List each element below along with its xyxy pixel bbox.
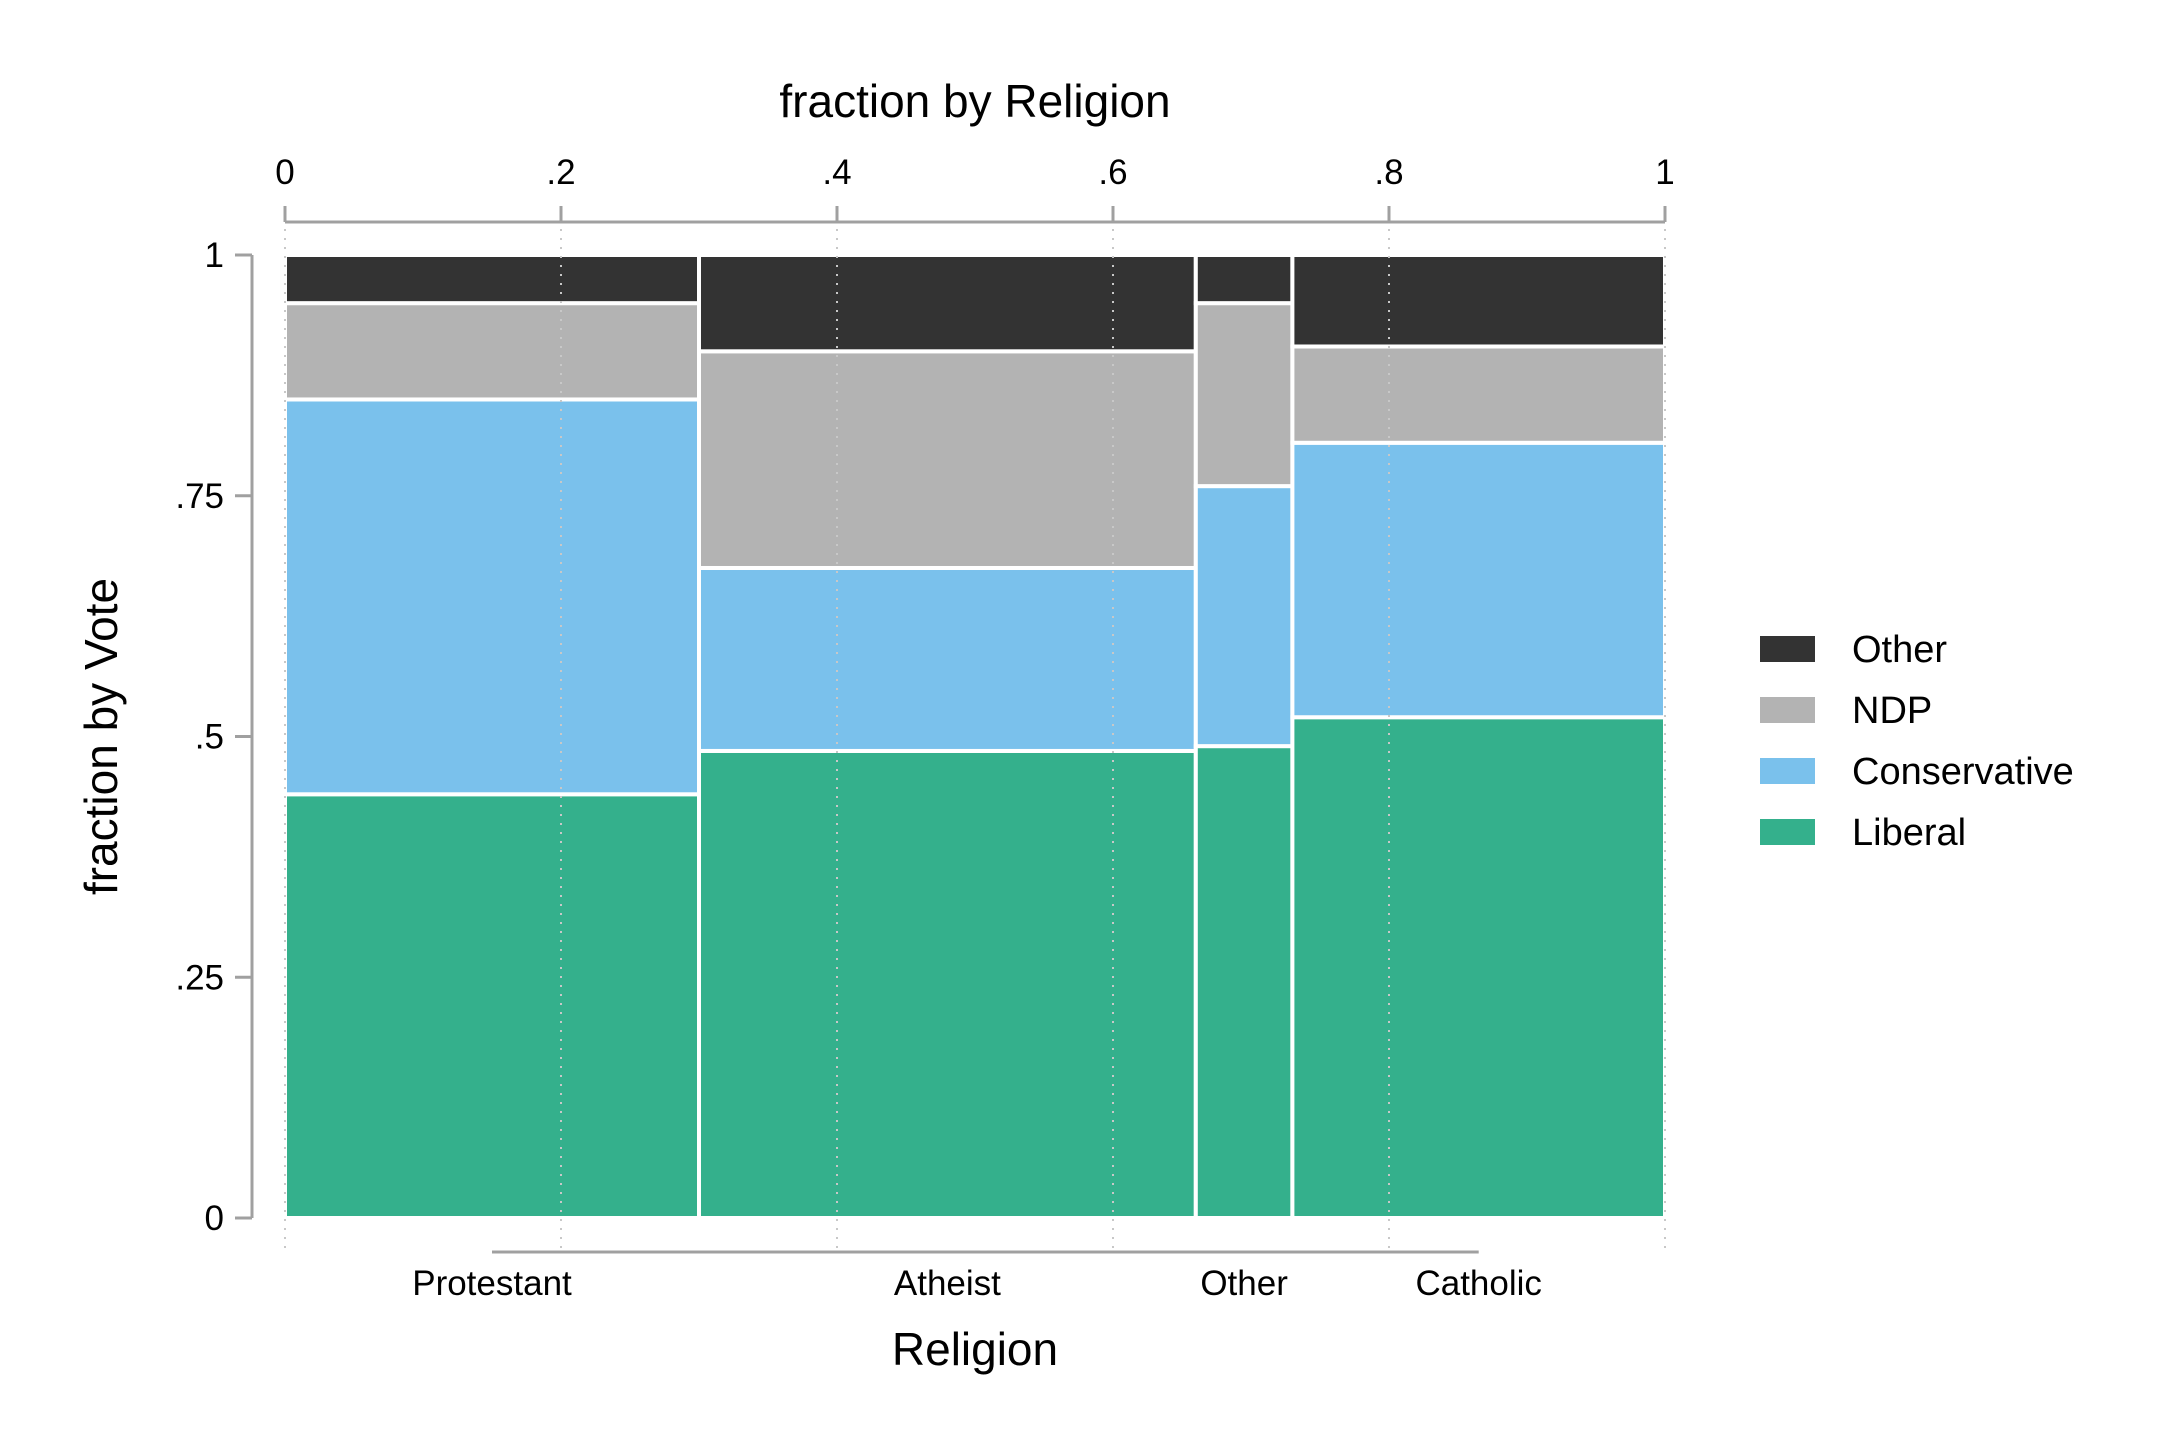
y-axis-ticks: 0 .25 .5 .75 1 — [175, 236, 252, 1238]
top-tick-label: 1 — [1655, 153, 1674, 192]
category-label-catholic: Catholic — [1415, 1264, 1541, 1303]
tile-protestant-liberal — [283, 792, 701, 1221]
tile-protestant-ndp — [283, 301, 701, 402]
tile-catholic-ndp — [1290, 344, 1668, 445]
top-axis-ticks: 0 .2 .4 .6 .8 1 — [275, 153, 1675, 222]
tile-atheist-liberal — [697, 748, 1198, 1220]
y-tick-label: 0 — [205, 1199, 224, 1238]
legend-label-ndp: NDP — [1852, 690, 1932, 732]
tile-atheist-conservative — [697, 565, 1198, 753]
tile-catholic-liberal — [1290, 715, 1668, 1220]
legend-swatch-ndp — [1760, 697, 1815, 723]
tile-atheist-ndp — [697, 349, 1198, 570]
tile-protestant-other — [283, 253, 701, 306]
y-tick-label: .25 — [175, 958, 224, 997]
tile-catholic-other — [1290, 253, 1668, 349]
top-tick-label: 0 — [275, 153, 294, 192]
mosaic-tiles — [283, 253, 1668, 1221]
y-tick-label: .75 — [175, 477, 224, 516]
x-axis-title: Religion — [892, 1323, 1058, 1375]
legend-swatch-other — [1760, 636, 1815, 662]
y-tick-label: .5 — [195, 718, 224, 757]
legend-label-other: Other — [1852, 629, 1947, 671]
top-axis-title: fraction by Religion — [779, 75, 1170, 127]
legend-label-liberal: Liberal — [1852, 812, 1966, 854]
tile-other-liberal — [1193, 744, 1295, 1220]
legend: Other NDP Conservative Liberal — [1760, 629, 2074, 854]
top-tick-label: .6 — [1098, 153, 1127, 192]
top-tick-label: .4 — [822, 153, 851, 192]
tile-protestant-conservative — [283, 397, 701, 797]
tile-other-conservative — [1193, 484, 1295, 749]
tile-other-ndp — [1193, 301, 1295, 489]
legend-swatch-conservative — [1760, 758, 1815, 784]
category-labels: Protestant Atheist Other Catholic — [412, 1264, 1542, 1303]
tick-guides — [284, 220, 1666, 1248]
top-tick-label: .8 — [1374, 153, 1403, 192]
tile-other-other — [1193, 253, 1295, 306]
legend-label-conservative: Conservative — [1852, 751, 2074, 793]
top-tick-label: .2 — [546, 153, 575, 192]
tile-catholic-conservative — [1290, 440, 1668, 720]
category-label-atheist: Atheist — [894, 1264, 1001, 1303]
category-label-other: Other — [1200, 1264, 1288, 1303]
legend-swatch-liberal — [1760, 819, 1815, 845]
y-axis-title: fraction by Vote — [75, 578, 127, 895]
category-label-protestant: Protestant — [412, 1264, 572, 1303]
tile-atheist-other — [697, 253, 1198, 354]
y-tick-label: 1 — [205, 236, 224, 275]
